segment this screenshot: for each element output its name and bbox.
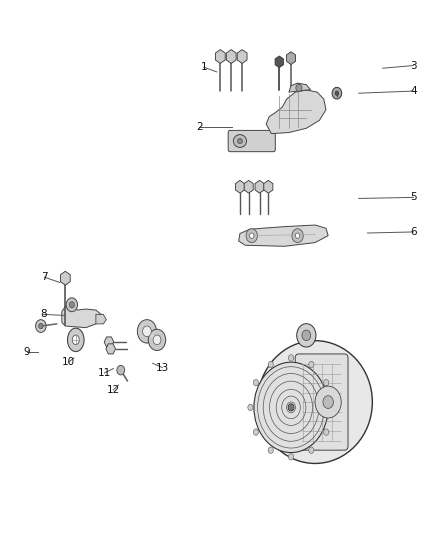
Circle shape <box>254 362 328 453</box>
Text: 4: 4 <box>410 86 417 96</box>
Circle shape <box>288 355 293 361</box>
Circle shape <box>39 324 43 329</box>
Ellipse shape <box>67 328 84 352</box>
Circle shape <box>302 330 311 341</box>
Circle shape <box>288 404 294 411</box>
Polygon shape <box>289 83 311 92</box>
Text: 12: 12 <box>107 385 120 395</box>
Circle shape <box>288 454 293 460</box>
Text: 5: 5 <box>410 192 417 203</box>
Text: 13: 13 <box>155 362 169 373</box>
Text: 1: 1 <box>201 62 207 72</box>
Circle shape <box>143 326 151 337</box>
Circle shape <box>323 395 333 408</box>
Circle shape <box>292 229 303 243</box>
Circle shape <box>153 335 161 345</box>
Circle shape <box>268 361 273 368</box>
Circle shape <box>138 320 156 343</box>
Circle shape <box>148 329 166 351</box>
Ellipse shape <box>258 341 372 464</box>
Text: 6: 6 <box>410 227 417 237</box>
Polygon shape <box>96 314 106 324</box>
Ellipse shape <box>233 135 247 148</box>
Polygon shape <box>239 225 328 246</box>
Text: 10: 10 <box>62 357 75 367</box>
Circle shape <box>253 429 258 435</box>
Circle shape <box>297 324 316 347</box>
Circle shape <box>315 386 341 418</box>
Circle shape <box>309 447 314 454</box>
Circle shape <box>324 379 329 386</box>
Ellipse shape <box>72 335 79 345</box>
Circle shape <box>250 233 254 238</box>
Circle shape <box>295 233 300 238</box>
Circle shape <box>268 447 273 454</box>
FancyBboxPatch shape <box>228 131 276 152</box>
Polygon shape <box>62 305 101 328</box>
Text: 2: 2 <box>196 122 203 132</box>
Circle shape <box>324 429 329 435</box>
Polygon shape <box>266 90 326 134</box>
Circle shape <box>253 379 258 386</box>
Circle shape <box>329 404 334 410</box>
Circle shape <box>117 366 125 375</box>
Circle shape <box>335 91 339 95</box>
Circle shape <box>248 404 253 410</box>
FancyBboxPatch shape <box>295 354 348 450</box>
Circle shape <box>66 298 78 312</box>
Circle shape <box>246 229 258 243</box>
Text: 9: 9 <box>24 346 30 357</box>
Circle shape <box>309 361 314 368</box>
Circle shape <box>296 84 302 92</box>
Text: 7: 7 <box>41 272 48 282</box>
Circle shape <box>332 87 342 99</box>
Text: 3: 3 <box>410 61 417 70</box>
Text: 8: 8 <box>40 309 47 319</box>
Circle shape <box>35 320 46 333</box>
Text: 11: 11 <box>98 368 111 378</box>
Ellipse shape <box>237 139 243 144</box>
Circle shape <box>69 302 74 308</box>
